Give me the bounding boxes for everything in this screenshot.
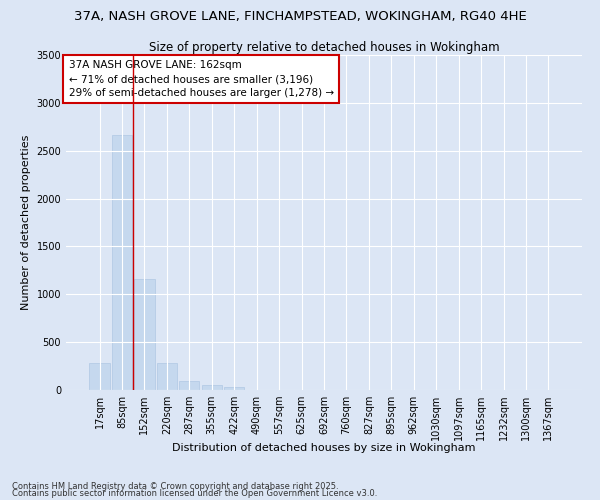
Bar — [134, 279, 155, 390]
Text: Contains HM Land Registry data © Crown copyright and database right 2025.: Contains HM Land Registry data © Crown c… — [12, 482, 338, 491]
Text: Contains public sector information licensed under the Open Government Licence v3: Contains public sector information licen… — [12, 489, 377, 498]
Title: Size of property relative to detached houses in Wokingham: Size of property relative to detached ho… — [149, 41, 499, 54]
Bar — [157, 362, 177, 390]
Bar — [202, 385, 222, 390]
Bar — [179, 381, 199, 390]
Bar — [89, 362, 110, 390]
Text: 37A, NASH GROVE LANE, FINCHAMPSTEAD, WOKINGHAM, RG40 4HE: 37A, NASH GROVE LANE, FINCHAMPSTEAD, WOK… — [74, 10, 526, 23]
Bar — [112, 136, 132, 390]
Text: 37A NASH GROVE LANE: 162sqm
← 71% of detached houses are smaller (3,196)
29% of : 37A NASH GROVE LANE: 162sqm ← 71% of det… — [68, 60, 334, 98]
X-axis label: Distribution of detached houses by size in Wokingham: Distribution of detached houses by size … — [172, 443, 476, 453]
Bar — [224, 387, 244, 390]
Y-axis label: Number of detached properties: Number of detached properties — [21, 135, 31, 310]
